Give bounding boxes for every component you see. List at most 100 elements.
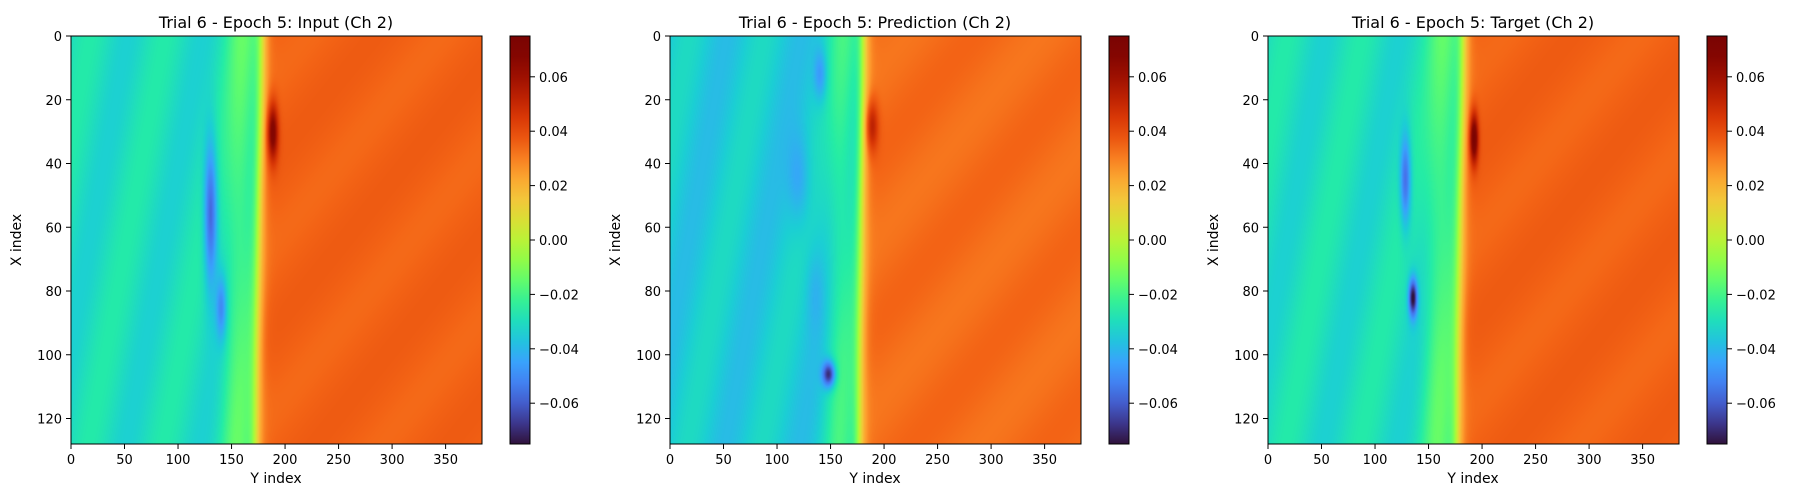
colorbar-tick-label: −0.04 — [1138, 343, 1178, 358]
heatmap-canvas — [670, 36, 1081, 444]
y-tick-label: 0 — [1251, 30, 1259, 45]
x-tick-label: 250 — [925, 453, 950, 468]
colorbar-tick-label: 0.04 — [1736, 125, 1765, 140]
x-tick-label: 300 — [1577, 453, 1602, 468]
x-axis-label: Y index — [249, 471, 301, 487]
y-tick-label: 40 — [644, 158, 661, 173]
y-axis-label: X index — [1206, 214, 1222, 266]
x-axis: 0 50 100 150 200 250 300 350 — [67, 444, 458, 468]
y-tick-label: 100 — [37, 349, 62, 364]
colorbar-tick-label: 0.06 — [1138, 71, 1167, 86]
colorbar-tick-label: 0.02 — [1138, 180, 1167, 195]
x-tick-label: 350 — [1630, 453, 1655, 468]
x-tick-label: 150 — [219, 453, 244, 468]
x-tick-label: 100 — [1363, 453, 1388, 468]
colorbar-ticks: 0.06 0.04 0.02 0.00 −0.02 −0.04 −0.06 — [1129, 71, 1178, 412]
x-axis-label: Y index — [848, 471, 900, 487]
y-tick-label: 60 — [45, 221, 62, 236]
y-tick-label: 80 — [1242, 285, 1259, 300]
x-tick-label: 50 — [715, 453, 732, 468]
y-tick-label: 80 — [644, 285, 661, 300]
panel-target: Trial 6 - Epoch 5: Target (Ch 2) 0 50 100 1… — [1206, 13, 1776, 487]
y-tick-label: 120 — [1234, 413, 1259, 428]
x-tick-label: 0 — [666, 453, 674, 468]
colorbar-tick-label: 0.06 — [539, 71, 568, 86]
y-tick-label: 20 — [45, 94, 62, 109]
x-tick-label: 100 — [166, 453, 191, 468]
y-tick-label: 60 — [1242, 221, 1259, 236]
y-tick-label: 60 — [644, 221, 661, 236]
x-tick-label: 150 — [818, 453, 843, 468]
colorbar-tick-label: −0.04 — [539, 343, 579, 358]
y-tick-label: 100 — [636, 349, 661, 364]
panel-prediction: Trial 6 - Epoch 5: Prediction (Ch 2) 0 50… — [608, 13, 1178, 487]
x-axis: 0 50 100 150 200 250 300 350 — [1264, 444, 1655, 468]
x-tick-label: 0 — [67, 453, 75, 468]
colorbar-tick-label: −0.06 — [539, 397, 579, 412]
x-tick-label: 200 — [273, 453, 298, 468]
colorbar-tick-label: −0.02 — [539, 288, 579, 303]
y-tick-label: 80 — [45, 285, 62, 300]
colorbar-tick-label: 0.00 — [539, 234, 568, 249]
colorbar-tick-label: 0.00 — [1138, 234, 1167, 249]
colorbar-gradient — [1706, 35, 1728, 445]
x-tick-label: 200 — [872, 453, 897, 468]
colorbar-tick-label: 0.04 — [1138, 125, 1167, 140]
y-tick-label: 20 — [1242, 94, 1259, 109]
x-tick-label: 350 — [1032, 453, 1057, 468]
colorbar-tick-label: 0.06 — [1736, 71, 1765, 86]
heatmap-canvas — [1268, 36, 1679, 444]
colorbar: 0.06 0.04 0.02 0.00 −0.02 −0.04 −0.06 — [1706, 35, 1776, 445]
x-tick-label: 50 — [116, 453, 133, 468]
colorbar: 0.06 0.04 0.02 0.00 −0.02 −0.04 −0.06 — [509, 35, 579, 445]
colorbar-tick-label: −0.04 — [1736, 343, 1776, 358]
x-tick-label: 200 — [1470, 453, 1495, 468]
x-tick-label: 300 — [979, 453, 1004, 468]
x-tick-label: 0 — [1264, 453, 1272, 468]
x-tick-label: 50 — [1313, 453, 1330, 468]
x-tick-label: 350 — [433, 453, 458, 468]
x-axis: 0 50 100 150 200 250 300 350 — [666, 444, 1057, 468]
y-tick-label: 120 — [37, 413, 62, 428]
heatmap-image — [1268, 36, 1679, 444]
y-tick-label: 100 — [1234, 349, 1259, 364]
y-axis-label: X index — [9, 214, 25, 266]
y-axis: 0 20 40 60 80 100 120 — [1234, 30, 1268, 428]
x-tick-label: 150 — [1416, 453, 1441, 468]
colorbar-tick-label: 0.02 — [1736, 180, 1765, 195]
y-tick-label: 20 — [644, 94, 661, 109]
y-axis-label: X index — [608, 214, 624, 266]
y-tick-label: 0 — [54, 30, 62, 45]
y-tick-label: 40 — [45, 158, 62, 173]
plot-frame — [1267, 35, 1680, 445]
y-axis: 0 20 40 60 80 100 120 — [636, 30, 670, 428]
x-tick-label: 250 — [326, 453, 351, 468]
x-tick-label: 300 — [380, 453, 405, 468]
colorbar: 0.06 0.04 0.02 0.00 −0.02 −0.04 −0.06 — [1108, 35, 1178, 445]
colorbar-tick-label: −0.06 — [1736, 397, 1776, 412]
colorbar-gradient — [1108, 35, 1130, 445]
chart-title: Trial 6 - Epoch 5: Input (Ch 2) — [158, 13, 393, 32]
colorbar-tick-label: −0.06 — [1138, 397, 1178, 412]
y-axis: 0 20 40 60 80 100 120 — [37, 30, 71, 428]
colorbar-ticks: 0.06 0.04 0.02 0.00 −0.02 −0.04 −0.06 — [530, 71, 579, 412]
x-tick-label: 250 — [1523, 453, 1548, 468]
plot-frame — [669, 35, 1082, 445]
x-axis-label: Y index — [1446, 471, 1498, 487]
colorbar-tick-label: 0.02 — [539, 180, 568, 195]
y-tick-label: 40 — [1242, 158, 1259, 173]
colorbar-ticks: 0.06 0.04 0.02 0.00 −0.02 −0.04 −0.06 — [1727, 71, 1776, 412]
colorbar-tick-label: 0.00 — [1736, 234, 1765, 249]
heatmap-image — [71, 36, 482, 444]
chart-title: Trial 6 - Epoch 5: Prediction (Ch 2) — [738, 13, 1011, 32]
x-tick-label: 100 — [765, 453, 790, 468]
colorbar-tick-label: −0.02 — [1736, 288, 1776, 303]
plot-frame — [70, 35, 483, 445]
y-tick-label: 0 — [653, 30, 661, 45]
colorbar-gradient — [509, 35, 531, 445]
panel-input: Trial 6 - Epoch 5: Input (Ch 2) 0 50 100 15… — [9, 13, 579, 487]
heatmap-image — [670, 36, 1081, 444]
colorbar-tick-label: −0.02 — [1138, 288, 1178, 303]
chart-title: Trial 6 - Epoch 5: Target (Ch 2) — [1351, 13, 1594, 32]
